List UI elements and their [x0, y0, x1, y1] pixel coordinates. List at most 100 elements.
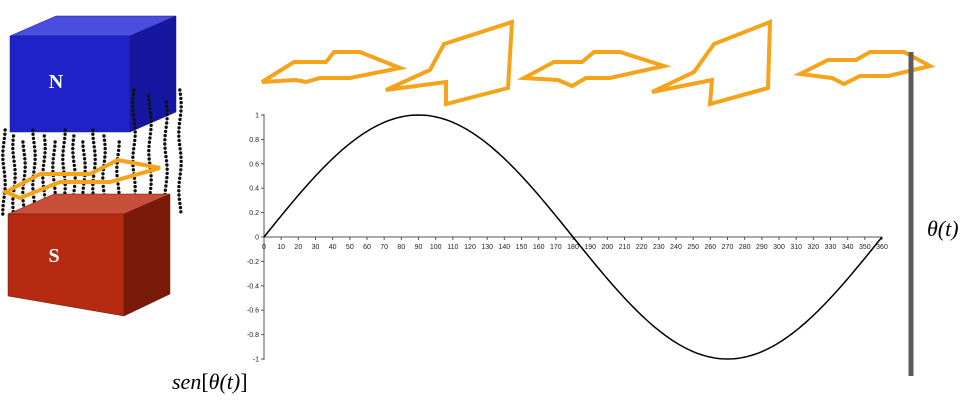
- field-dot: [132, 88, 136, 92]
- north-magnet: N: [9, 15, 177, 133]
- field-dot: [177, 138, 181, 143]
- field-dot: [73, 176, 77, 180]
- field-dot: [116, 182, 120, 186]
- x-tick-label: 60: [363, 244, 371, 251]
- north-label: N: [49, 71, 64, 93]
- field-dot: [131, 105, 135, 109]
- field-dot: [21, 140, 25, 144]
- field-dot: [163, 142, 167, 146]
- x-tick-label: 190: [584, 244, 596, 251]
- field-dot: [131, 151, 135, 155]
- field-dot: [53, 186, 57, 190]
- field-dot: [11, 197, 15, 201]
- x-tick-label: 140: [498, 244, 510, 251]
- field-dot: [178, 117, 182, 122]
- field-dot: [147, 148, 151, 153]
- field-dot: [81, 190, 85, 195]
- field-dot: [22, 173, 27, 178]
- x-tick-label: 360: [876, 244, 888, 251]
- field-dot: [43, 146, 47, 151]
- field-dot: [11, 151, 15, 155]
- field-dot: [91, 140, 96, 145]
- field-dot: [132, 121, 137, 126]
- field-dot: [147, 157, 151, 161]
- field-dot: [164, 184, 168, 188]
- field-dot: [2, 195, 6, 199]
- field-dot: [1, 161, 5, 166]
- south-label: S: [48, 245, 59, 267]
- y-tick-label: -0.6: [247, 308, 259, 315]
- field-dot: [163, 133, 167, 138]
- loop-frame-1: [260, 50, 407, 85]
- field-dot: [12, 159, 16, 163]
- field-dot: [179, 155, 183, 159]
- field-dot: [133, 126, 137, 130]
- y-tick-label: 0.8: [249, 137, 259, 144]
- y-tick-label: -0.8: [247, 332, 259, 339]
- field-dot: [91, 187, 95, 191]
- field-dot: [63, 132, 67, 136]
- field-dot: [103, 146, 107, 151]
- field-dot: [61, 153, 65, 157]
- x-tick-label: 130: [481, 244, 493, 251]
- field-dot: [178, 172, 182, 176]
- field-dot: [31, 182, 35, 187]
- field-dot: [165, 167, 169, 171]
- field-dot: [117, 190, 121, 195]
- field-dot: [62, 140, 66, 145]
- field-dot: [103, 151, 107, 155]
- field-dot: [21, 203, 26, 207]
- field-dot: [1, 153, 5, 157]
- loop-frame-3: [516, 50, 672, 89]
- field-dot: [41, 176, 45, 180]
- x-tick-label: 220: [636, 244, 648, 251]
- x-ticks: 0 10 20 30 40 50 60 70 80 90 100 110 120 130 140 150 160…: [262, 237, 888, 251]
- field-dot: [177, 180, 181, 185]
- field-dot: [2, 140, 6, 145]
- field-dot: [21, 199, 25, 203]
- x-tick-label: 230: [653, 244, 665, 251]
- south-magnet: S: [7, 193, 171, 317]
- field-dot: [72, 188, 76, 193]
- loop-frame-4: [651, 19, 773, 107]
- x-tick-label: 290: [756, 244, 768, 251]
- field-dot: [163, 129, 168, 134]
- field-dot: [179, 100, 183, 105]
- field-dot: [179, 210, 183, 214]
- field-dot: [11, 201, 15, 205]
- field-dot: [11, 142, 15, 147]
- field-dot: [93, 161, 97, 166]
- field-dot: [1, 199, 6, 204]
- field-dot: [53, 144, 57, 148]
- sen-theta-label: sen[θ(t)]: [172, 369, 248, 394]
- field-dot: [43, 138, 47, 142]
- field-dot: [164, 100, 168, 104]
- field-dot: [177, 121, 182, 126]
- magnet-assembly: N S: [1, 15, 183, 317]
- field-dot: [133, 184, 137, 189]
- field-dot: [149, 123, 153, 128]
- field-dot: [63, 187, 67, 191]
- field-dot: [177, 130, 181, 134]
- field-dot: [117, 144, 121, 148]
- field-dot: [149, 174, 153, 178]
- field-dot: [147, 153, 151, 157]
- south-face: [7, 213, 125, 317]
- field-dot: [1, 203, 5, 208]
- x-tick-label: 100: [430, 244, 442, 251]
- field-dot: [42, 193, 47, 197]
- field-dot: [164, 125, 168, 129]
- field-dot: [147, 98, 151, 102]
- field-dot: [41, 180, 45, 184]
- field-dot: [164, 180, 169, 184]
- field-dot: [42, 159, 46, 163]
- field-dot: [63, 128, 67, 132]
- field-dot: [133, 180, 137, 185]
- field-dot: [32, 170, 36, 174]
- field-dot: [11, 138, 15, 142]
- field-dot: [72, 134, 76, 138]
- field-dot: [91, 132, 95, 136]
- y-tick-label: -0.4: [247, 283, 259, 290]
- x-tick-label: 330: [825, 244, 837, 251]
